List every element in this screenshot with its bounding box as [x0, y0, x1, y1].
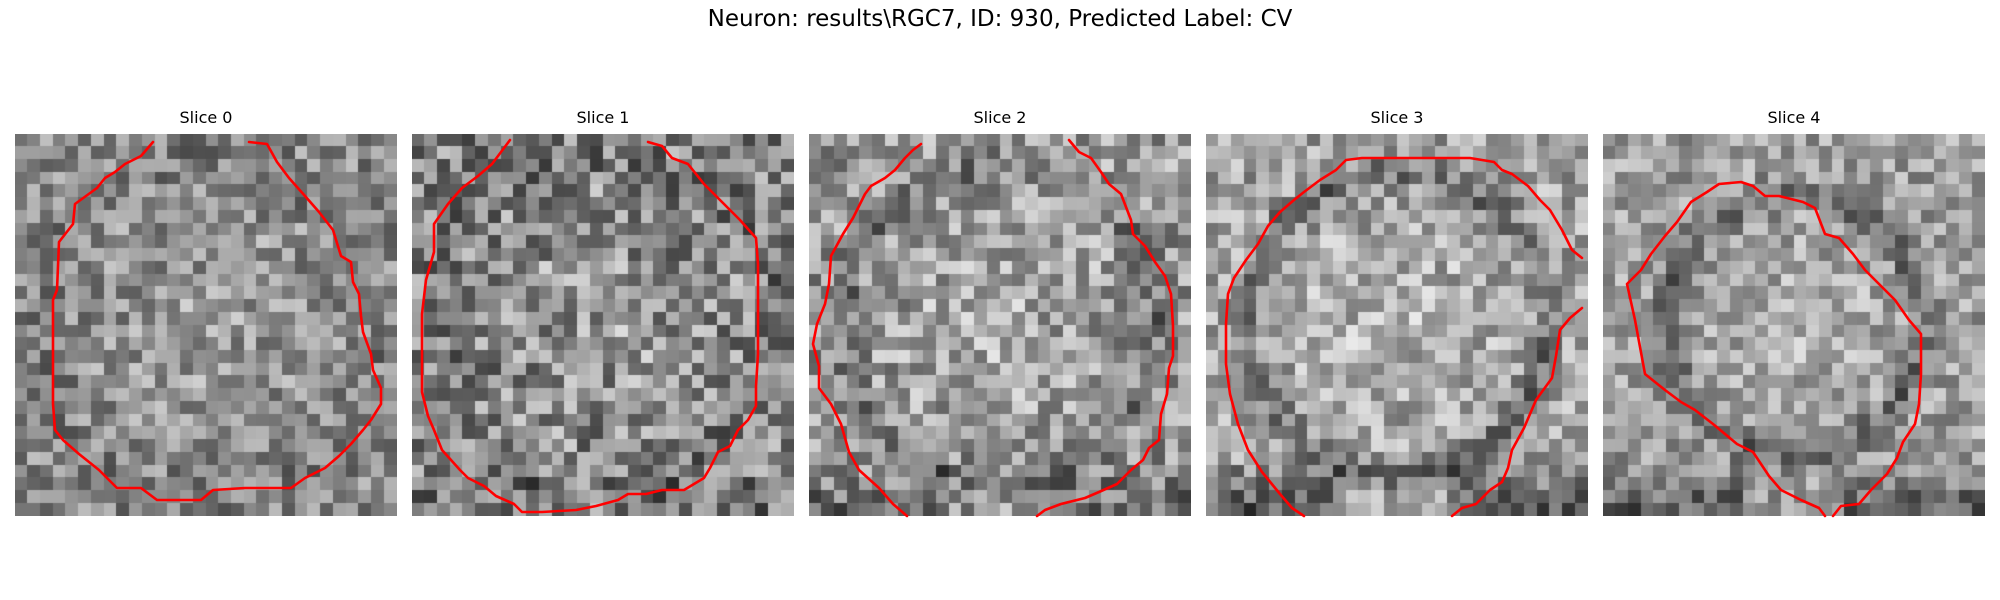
- slice-0-contour: [51, 140, 383, 502]
- slice-1-title: Slice 1: [576, 108, 630, 127]
- slice-3-contour-lower: [1450, 306, 1584, 518]
- slice-3-contour: [1224, 156, 1584, 518]
- slice-3-title: Slice 3: [1370, 108, 1424, 127]
- slice-2-contour-overlay: [811, 138, 1175, 518]
- slice-1-image: [412, 134, 794, 516]
- slice-3-contour-overlay: [1224, 156, 1584, 518]
- slice-4-contour: [1625, 180, 1923, 518]
- slice-2-title: Slice 2: [973, 108, 1027, 127]
- slice-3-image: [1206, 134, 1588, 516]
- figure-title: Neuron: results\RGC7, ID: 930, Predicted…: [707, 6, 1293, 32]
- slice-0-title: Slice 0: [179, 108, 233, 127]
- slice-4-title: Slice 4: [1767, 108, 1821, 127]
- slice-2-image: [809, 134, 1191, 516]
- slice-1-contour-overlay: [420, 138, 760, 514]
- slice-1-contour: [420, 138, 760, 514]
- slice-0-contour-overlay: [51, 140, 383, 502]
- slice-2-contour: [1035, 138, 1175, 518]
- slice-4-image: [1603, 134, 1985, 516]
- slice-4-contour-overlay: [1625, 180, 1923, 518]
- slice-2-contour-lower: [811, 142, 923, 518]
